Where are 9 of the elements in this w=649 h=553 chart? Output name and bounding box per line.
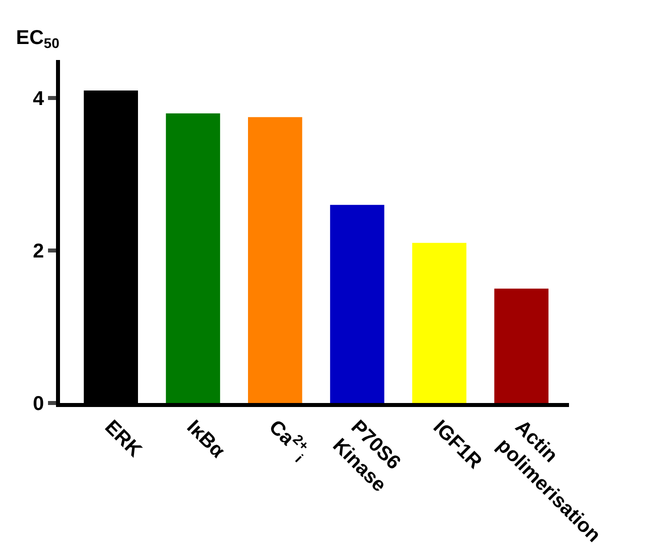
y-tick-label: 2 [32, 240, 44, 263]
y-tick-label: 4 [32, 88, 45, 110]
bar [248, 117, 302, 403]
bar [412, 242, 466, 403]
y-tick-label: 0 [32, 393, 44, 415]
bar [494, 288, 548, 403]
y-axis-title: EC$_{50}$ [16, 27, 60, 52]
bar [330, 204, 384, 403]
bar [166, 113, 220, 403]
